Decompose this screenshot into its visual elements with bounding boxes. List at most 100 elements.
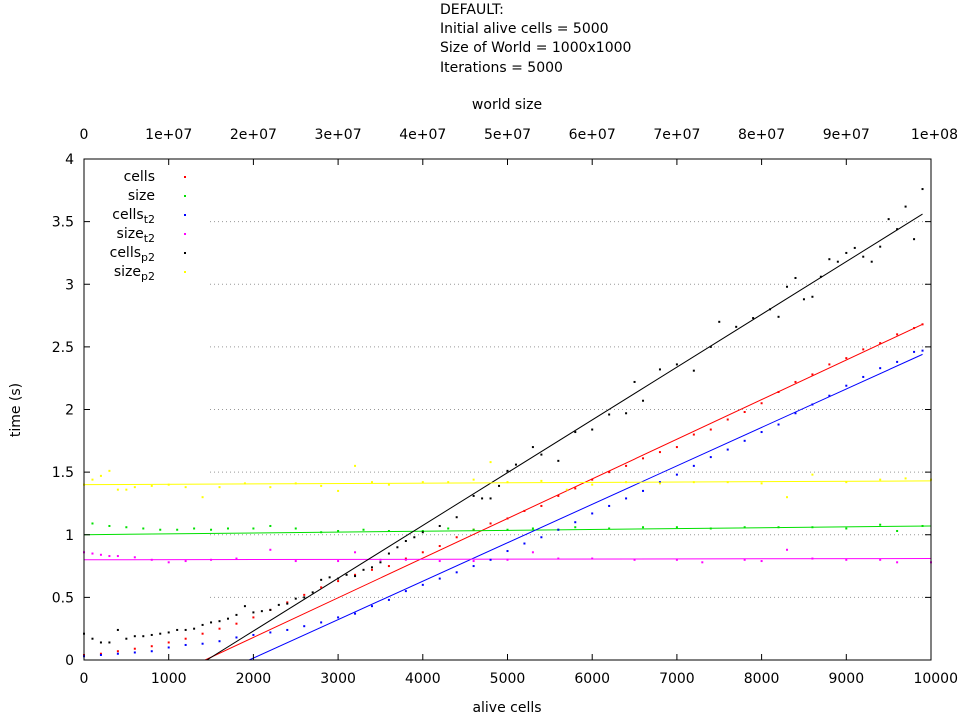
series-size-p2-point (337, 489, 340, 492)
y-tick-label: 3.5 (52, 215, 74, 231)
series-cells-p2-fit-line (206, 213, 923, 660)
series-cells-p2-point (252, 611, 255, 614)
legend-size-t2-marker (184, 233, 186, 235)
data-points (83, 188, 932, 658)
series-size-p2-point (489, 461, 492, 464)
title-line-3: Size of World = 1000x1000 (440, 40, 631, 56)
series-cells-t2-point (235, 636, 238, 639)
series-cells-t2-point (303, 625, 306, 628)
series-cells-point (387, 565, 390, 568)
y-tick-label: 0 (65, 653, 74, 669)
series-cells-point (896, 333, 899, 336)
series-cells-point (862, 348, 865, 351)
x-tick-label: 9000 (828, 671, 864, 687)
series-cells-point (150, 645, 153, 648)
series-size-point (845, 527, 848, 530)
series-cells-point (438, 545, 441, 548)
series-size-t2-point (633, 558, 636, 561)
series-cells-p2-point (658, 368, 661, 371)
y-tick-label: 4 (65, 152, 74, 168)
series-size-t2-point (557, 557, 560, 560)
series-cells-p2-point (337, 577, 340, 580)
series-size-t2-point (591, 557, 594, 560)
y-tick-label: 1.5 (52, 465, 74, 481)
series-size-p2-point (760, 482, 763, 485)
x2-axis-label: world size (472, 97, 542, 113)
series-size-t2-point (811, 557, 814, 560)
legend-size-p2-label: sizep2 (114, 264, 155, 283)
x-tick-label: 4000 (405, 671, 441, 687)
series-cells-p2-point (167, 631, 170, 634)
series-size-t2-point (896, 561, 899, 564)
series-cells-p2-point (379, 561, 382, 564)
series-size-p2-point (108, 469, 111, 472)
series-size-t2-point (91, 552, 94, 555)
series-size-t2-point (379, 558, 382, 561)
series-cells-point (658, 451, 661, 454)
series-size-t2-point (167, 561, 170, 564)
series-cells-p2-point (777, 315, 780, 318)
series-cells-p2-point (243, 605, 246, 608)
x2-tick-label: 2e+07 (230, 127, 277, 143)
series-size-point (337, 529, 340, 532)
series-size-p2-point (116, 488, 119, 491)
series-cells-p2-point (277, 603, 280, 606)
series-cells-p2-point (201, 623, 204, 626)
series-cells-p2-point (870, 260, 873, 263)
series-size-point (91, 522, 94, 525)
grid (210, 221, 931, 598)
series-cells-p2-point (294, 597, 297, 600)
series-cells-point (913, 327, 916, 330)
series-cells-point (692, 433, 695, 436)
series-size-point (531, 527, 534, 530)
series-size-point (320, 531, 323, 534)
series-cells-p2-point (836, 260, 839, 263)
series-cells-p2-point (404, 540, 407, 543)
x-tick-label: 8000 (744, 671, 780, 687)
x2-tick-label: 7e+07 (653, 127, 700, 143)
series-cells-t2-point (540, 536, 543, 539)
series-cells-t2-point (320, 621, 323, 624)
series-cells-point (354, 573, 357, 576)
series-cells-p2-point (642, 399, 645, 402)
series-cells-point (794, 380, 797, 383)
series-cells-p2-point (125, 637, 128, 640)
series-size-p2-point (243, 482, 246, 485)
legend-cells-label: cells (124, 169, 155, 185)
series-size-p2-point (294, 482, 297, 485)
series-cells-t2-point (523, 542, 526, 545)
series-cells-p2-point (387, 552, 390, 555)
series-cells-t2-point (150, 650, 153, 653)
y-tick-label: 1 (65, 528, 74, 544)
series-cells-p2-point (354, 575, 357, 578)
series-cells-point (116, 650, 119, 653)
series-size-p2-point (184, 486, 187, 489)
series-size-point (743, 526, 746, 529)
series-cells-p2-point (99, 641, 102, 644)
series-cells-fit-line (204, 323, 923, 660)
series-cells-point (167, 641, 170, 644)
series-cells-p2-point (811, 295, 814, 298)
x-tick-label: 5000 (490, 671, 526, 687)
series-size-t2-point (294, 560, 297, 563)
series-size-p2-point (354, 464, 357, 467)
series-size-p2-point (845, 481, 848, 484)
series-size-p2-point (99, 474, 102, 477)
series-size-p2-point (904, 477, 907, 480)
series-cells-point (726, 418, 729, 421)
series-cells-p2-point (226, 617, 229, 620)
series-cells-p2-point (752, 317, 755, 320)
legend-size-p2-marker (184, 271, 186, 273)
x2-tick-label: 8e+07 (738, 127, 785, 143)
series-cells-p2-point (303, 596, 306, 599)
x2-tick-label: 3e+07 (315, 127, 362, 143)
plot-frame (83, 158, 932, 661)
series-cells-t2-point (608, 504, 611, 507)
series-cells-t2-point (489, 558, 492, 561)
series-size-p2-point (320, 484, 323, 487)
series-size-p2-point (421, 481, 424, 484)
series-cells-p2-point (540, 453, 543, 456)
series-cells-p2-point (887, 218, 890, 221)
series-cells-point (879, 342, 882, 345)
